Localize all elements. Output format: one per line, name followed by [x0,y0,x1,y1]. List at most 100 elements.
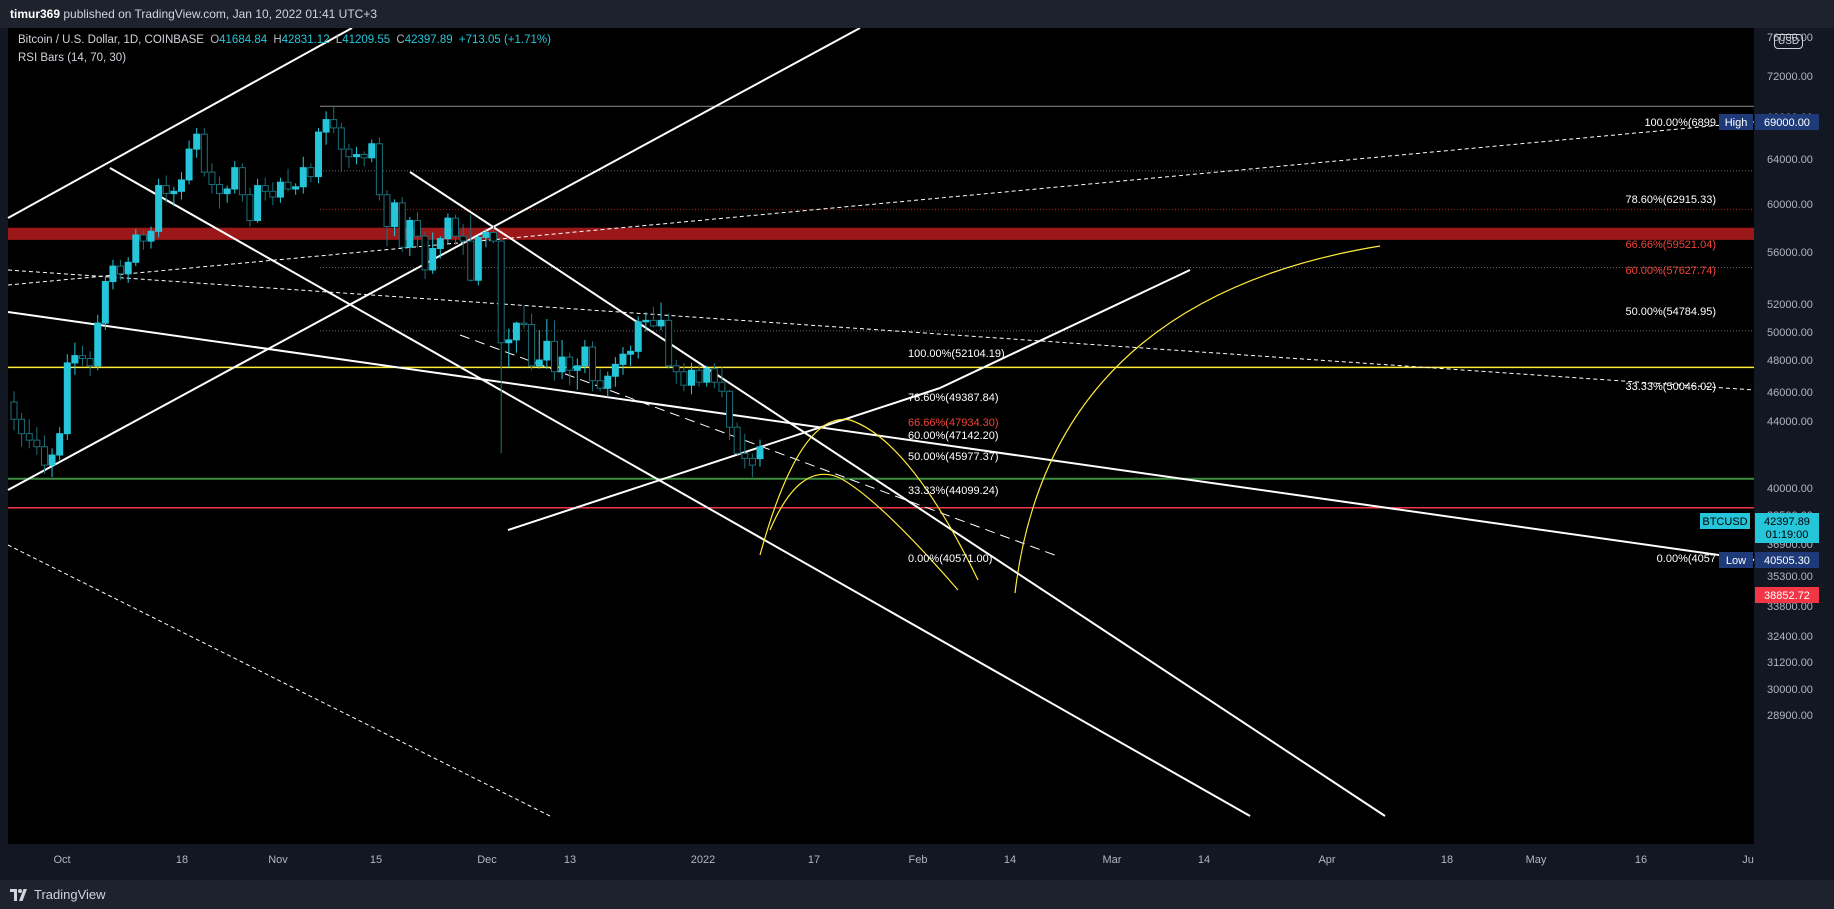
time-axis[interactable]: Oct 18 Nov 15 Dec 13 2022 17 Feb 14 Mar 14 Apr 18 May 1… [53,854,1753,866]
candle-body [124,261,132,275]
candle-body [467,240,475,281]
time-tick-label: 18 [176,854,188,866]
candle-body [314,131,322,178]
price-tag-side [1719,552,1753,568]
candle-body [558,356,566,373]
close-label: C [396,34,405,46]
candle [512,321,520,353]
indicator-name[interactable]: RSI Bars (14, 70, 30) [18,52,127,64]
currency-badge[interactable]: USD [1774,34,1804,49]
candle [276,177,284,203]
candle-body [18,418,26,435]
candle [307,163,315,183]
footer-brand[interactable]: TradingView [34,887,106,902]
candle [223,185,231,203]
candle [238,163,246,202]
candle-body [170,190,178,195]
candle-body [63,362,71,435]
author-name[interactable]: timur369 [10,7,61,21]
candle-body [337,127,345,150]
candle-body [733,426,741,454]
candle-body [573,365,581,371]
candle [139,230,147,250]
candle [18,412,26,447]
candle [505,328,513,368]
candle [353,146,361,165]
candle [132,228,140,267]
price-tag-box [1755,552,1819,568]
candle [109,259,117,290]
candle-body [353,154,361,158]
candle [421,231,429,279]
candle [657,302,665,331]
candle-body [642,319,650,323]
chart-canvas[interactable]: 100.00%(6899 78.60%(62915.33) 66.66%(59521… [0,28,1834,880]
price-tag: 69000.00 High [1719,114,1819,130]
trend-line [7,28,353,219]
candle [680,362,688,392]
candle-body [665,319,673,367]
symbol-tag-box [1700,513,1750,529]
candle-body [254,185,262,222]
candle-body [482,232,490,238]
fib-mid-label: 78.60%(49387.84) [908,392,999,404]
publish-header: timur369 published on TradingView.com, J… [0,0,1834,28]
fib-right-label: 100.00%(6899 [1644,117,1716,129]
price-tick-label: 31200.00 [1767,657,1813,669]
price-tag-box [1755,513,1819,543]
tradingview-logo-icon [10,889,27,901]
price-tag-label: Low [1726,555,1746,567]
candle-body [589,346,597,382]
candle [284,168,292,192]
candle-body [200,133,208,173]
candle [162,175,170,203]
fib-mid-label: 66.66%(47934.30) [908,417,999,429]
price-tick-label: 50000.00 [1767,327,1813,339]
candle [117,259,125,281]
candle [375,137,383,201]
candle-body [71,355,79,364]
candle [413,212,421,248]
footer-bar: TradingView [0,880,1834,909]
candle [86,351,94,377]
close-value: 42397.89 [404,34,453,46]
time-tick-label: 2022 [691,854,715,866]
trend-line [109,167,1251,817]
change-value: +713.05 (+1.71%) [458,34,551,46]
projection-arc [759,418,979,581]
candle [56,427,64,461]
candle-body [322,119,330,133]
price-tag: 40505.30 Low [1719,552,1819,568]
price-tag-value: 69000.00 [1764,117,1810,129]
candle [200,127,208,177]
fib-mid-label: 60.00%(47142.20) [908,430,999,442]
time-tick-label: 15 [370,854,382,866]
candle-body [360,154,368,159]
candle [756,439,764,467]
price-tick-label: 32400.00 [1767,631,1813,643]
time-tick-label: Oct [53,854,70,866]
candle-body [452,217,460,237]
candle-body [375,143,383,196]
candle [208,163,216,194]
candle-body [474,236,482,281]
candle [63,354,71,441]
symbol-title[interactable]: Bitcoin / U.S. Dollar, 1D, COINBASE [18,34,204,46]
trend-line [7,311,1755,561]
candle [170,186,178,207]
publish-details: published on TradingView.com, Jan 10, 20… [63,7,378,21]
candle [124,257,132,283]
candle-body [40,446,48,466]
time-tick-label: 13 [564,854,576,866]
candle [299,156,307,194]
price-tick-label: 28900.00 [1767,710,1813,722]
price-tag: 38852.72 [1755,587,1819,603]
candle-body [512,322,520,341]
time-tick-label: Ju [1742,854,1754,866]
candle [687,362,695,395]
candle-body [117,265,125,275]
high-label: H [273,34,282,46]
candle-body [177,179,185,192]
fib-right-label: 0.00%(4057 [1657,553,1716,565]
